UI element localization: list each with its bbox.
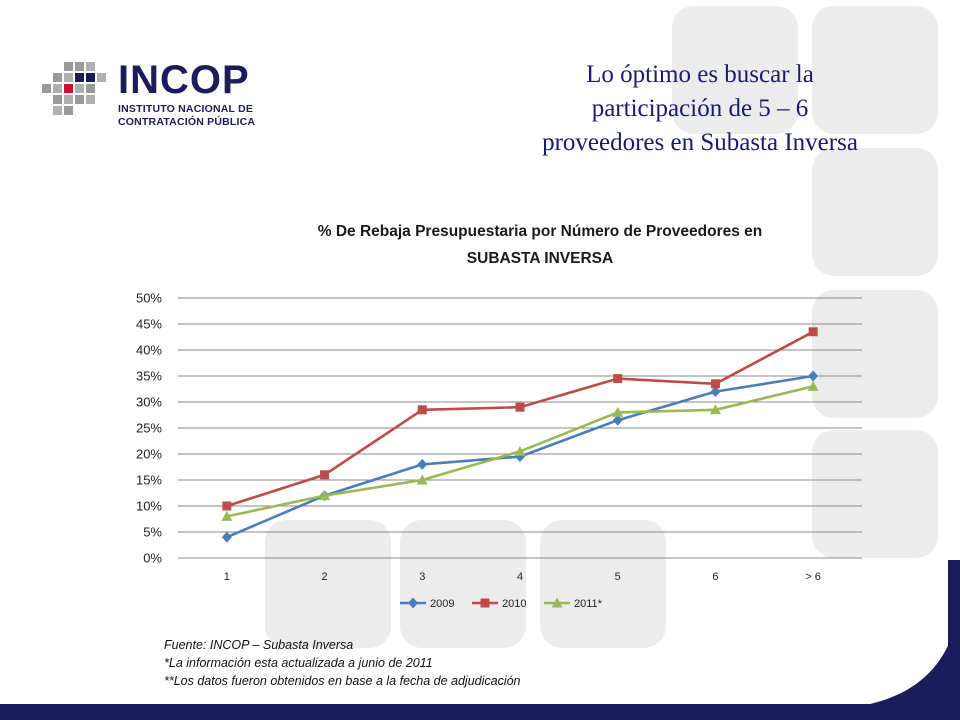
- footnote-2: **Los datos fueron obtenidos en base a l…: [164, 674, 521, 688]
- x-tick-label: 1: [224, 571, 230, 583]
- decorative-rounded-squares: [265, 6, 938, 648]
- data-point: [515, 402, 525, 412]
- chart-legend: 2009 2010 2011*: [400, 597, 603, 610]
- x-tick-label: 2: [322, 571, 328, 583]
- y-tick-label: 40%: [136, 343, 162, 358]
- y-tick-label: 30%: [136, 395, 162, 410]
- y-tick-label: 10%: [136, 499, 162, 514]
- footnote-1: *La información esta actualizada a junio…: [164, 656, 433, 670]
- chart-title-line-2: SUBASTA INVERSA: [466, 250, 614, 267]
- footnotes: Fuente: INCOP – Subasta Inversa *La info…: [164, 636, 521, 690]
- series-2011: [221, 380, 819, 521]
- data-point: [612, 406, 624, 417]
- legend-label: 2010: [502, 598, 526, 610]
- x-tick-label: 4: [517, 571, 523, 583]
- data-point: [613, 374, 623, 384]
- logo-grid-icon: [42, 62, 106, 115]
- y-tick-label: 35%: [136, 369, 162, 384]
- chart-title: % De Rebaja Presupuestaria por Número de…: [140, 218, 940, 272]
- data-point: [222, 501, 232, 511]
- data-point: [612, 414, 623, 426]
- series-2010: [222, 327, 818, 511]
- data-point: [514, 445, 526, 456]
- logo-wordmark: INCOP: [118, 58, 250, 102]
- logo-subtitle-line2: CONTRATACIÓN PÚBLICA: [118, 116, 256, 128]
- data-point: [319, 490, 331, 501]
- x-tick-label: 6: [712, 571, 718, 583]
- data-point: [710, 386, 721, 398]
- chart-title-line-1: % De Rebaja Presupuestaria por Número de…: [317, 223, 763, 240]
- y-tick-label: 25%: [136, 421, 162, 436]
- data-point: [417, 458, 428, 470]
- logo-subtitle-line1: INSTITUTO NACIONAL DE: [118, 103, 254, 115]
- chart-series: [221, 327, 819, 543]
- legend-label: 2009: [430, 598, 454, 610]
- series-2009: [221, 370, 819, 543]
- data-point: [320, 470, 330, 480]
- y-tick-label: 5%: [143, 525, 162, 540]
- data-point: [709, 404, 721, 415]
- data-point: [807, 380, 819, 391]
- slide-headline: Lo óptimo es buscar la participación de …: [470, 58, 930, 160]
- x-tick-label: 3: [419, 571, 425, 583]
- headline-line-2: participación de 5 – 6: [591, 95, 809, 122]
- incop-logo: INCOP INSTITUTO NACIONAL DE CONTRATACIÓN…: [38, 58, 258, 132]
- navy-right-strip: [948, 560, 960, 710]
- chart-gridlines: [178, 297, 862, 559]
- y-tick-label: 20%: [136, 447, 162, 462]
- headline-line-3: proveedores en Subasta Inversa: [542, 129, 858, 156]
- data-point: [417, 405, 427, 415]
- legend-marker: [480, 598, 490, 608]
- x-axis-tick-labels: 1 2 3 4 5 6 > 6: [224, 571, 821, 583]
- legend-marker: [551, 597, 563, 608]
- legend-marker: [408, 597, 418, 609]
- y-tick-label: 50%: [136, 291, 162, 306]
- y-tick-label: 45%: [136, 317, 162, 332]
- legend-label: 2011*: [574, 598, 603, 610]
- data-point: [221, 510, 233, 521]
- source-note: Fuente: INCOP – Subasta Inversa: [164, 638, 354, 652]
- y-tick-label: 0%: [143, 551, 162, 566]
- data-point: [808, 370, 819, 382]
- headline-line-1: Lo óptimo es buscar la: [586, 61, 814, 88]
- data-point: [808, 327, 818, 337]
- x-tick-label: > 6: [805, 571, 821, 583]
- x-tick-label: 5: [615, 571, 621, 583]
- data-point: [221, 531, 232, 543]
- y-axis-tick-labels: 0% 5% 10% 15% 20% 25% 30% 35% 40% 45% 50%: [136, 291, 162, 566]
- y-tick-label: 15%: [136, 473, 162, 488]
- data-point: [416, 474, 428, 485]
- data-point: [710, 379, 720, 389]
- navy-corner-swoosh: [0, 600, 960, 720]
